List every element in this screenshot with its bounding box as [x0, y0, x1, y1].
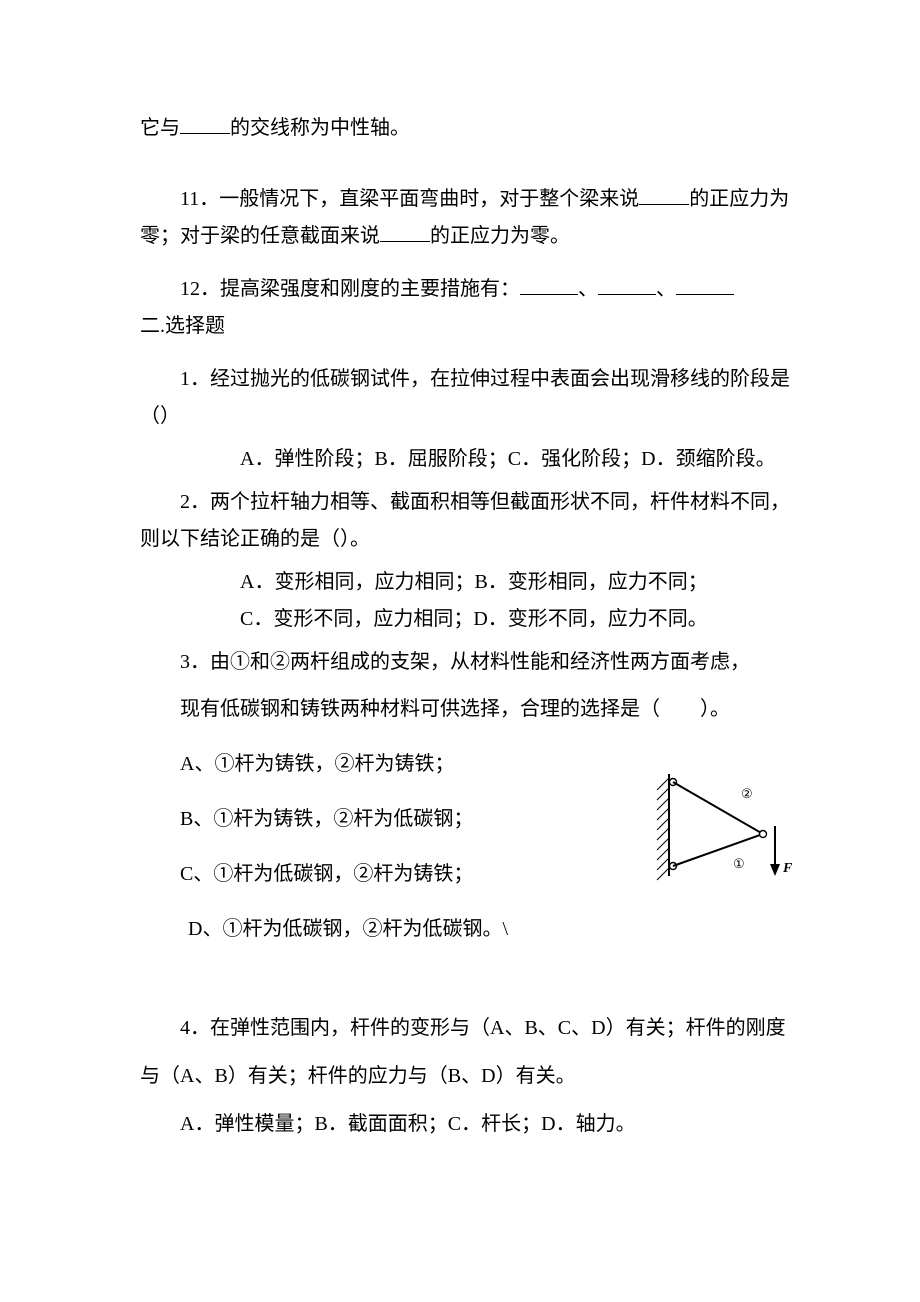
q12: 12．提高梁强度和刚度的主要措施有： 、 、: [140, 271, 800, 308]
q2-options-2: C．变形不同，应力相同；D．变形不同，应力不同。: [140, 601, 800, 638]
q11-a: 11．一般情况下，直梁平面弯曲时，对于整个梁来说: [180, 188, 639, 210]
q10-text-a: 它与: [140, 117, 180, 139]
q2: 2．两个拉杆轴力相等、截面积相等但截面形状不同，杆件材料不同，则以下结论正确的是…: [140, 484, 800, 558]
q3-opt-d: D、①杆为低碳钢，②杆为低碳钢。\: [140, 911, 560, 948]
sep1: 、: [578, 278, 598, 300]
q1: 1．经过抛光的低碳钢试件，在拉伸过程中表面会出现滑移线的阶段是（）: [140, 361, 800, 435]
spacer: [140, 966, 800, 994]
sep2: 、: [656, 278, 676, 300]
q3-opt-a: A、①杆为铸铁，②杆为铸铁；: [140, 746, 560, 783]
q4-options: A．弹性模量；B．截面面积；C．杆长；D．轴力。: [140, 1106, 800, 1143]
spacer: [140, 351, 800, 361]
section-2-heading: 二.选择题: [140, 308, 800, 345]
q1-options: A．弹性阶段；B．屈服阶段；C．强化阶段；D．颈缩阶段。: [140, 441, 800, 478]
document-page: 它与的交线称为中性轴。 11．一般情况下，直梁平面弯曲时，对于整个梁来说的正应力…: [0, 0, 920, 1302]
blank-q10: [180, 115, 230, 134]
wall-hatch: [657, 778, 669, 880]
member-1: [673, 834, 763, 866]
truss-svg: ② ① F: [645, 766, 800, 896]
q2-options-1: A．变形相同，应力相同；B．变形相同，应力不同；: [140, 564, 800, 601]
blank-q12-1: [520, 276, 578, 295]
force-arrowhead: [770, 864, 780, 876]
label-F: F: [782, 861, 793, 876]
truss-diagram: ② ① F: [645, 766, 800, 896]
pin-apex: [760, 831, 767, 838]
q10-text-b: 的交线称为中性轴。: [230, 117, 410, 139]
label-1: ①: [733, 856, 745, 871]
q3-line1: 3．由①和②两杆组成的支架，从材料性能和经济性两方面考虑，: [140, 644, 800, 681]
blank-q11-2: [380, 223, 430, 242]
blank-q11-1: [639, 186, 689, 205]
label-2: ②: [741, 786, 753, 801]
q11: 11．一般情况下，直梁平面弯曲时，对于整个梁来说的正应力为零；对于梁的任意截面来…: [140, 181, 800, 255]
q3-options: A、①杆为铸铁，②杆为铸铁； B、①杆为铸铁，②杆为低碳钢； C、①杆为低碳钢，…: [140, 746, 560, 948]
q10-tail: 它与 的交线称为中性轴。: [140, 110, 800, 147]
spacer: [140, 261, 800, 271]
q11-c: 的正应力为零。: [430, 225, 570, 247]
spacer: [140, 994, 800, 1004]
q4: 4．在弹性范围内，杆件的变形与（A、B、C、D）有关；杆件的刚度与（A、B）有关…: [140, 1004, 800, 1100]
spacer: [140, 153, 800, 181]
q12-a: 12．提高梁强度和刚度的主要措施有：: [180, 278, 520, 300]
blank-q12-2: [598, 276, 656, 295]
q3-opt-c: C、①杆为低碳钢，②杆为铸铁；: [140, 856, 560, 893]
q3-line2: 现有低碳钢和铸铁两种材料可供选择，合理的选择是（ ）。: [140, 691, 800, 728]
q3-opt-b: B、①杆为铸铁，②杆为低碳钢；: [140, 801, 560, 838]
blank-q12-3: [676, 276, 734, 295]
q3-options-wrap: A、①杆为铸铁，②杆为铸铁； B、①杆为铸铁，②杆为低碳钢； C、①杆为低碳钢，…: [140, 746, 800, 948]
